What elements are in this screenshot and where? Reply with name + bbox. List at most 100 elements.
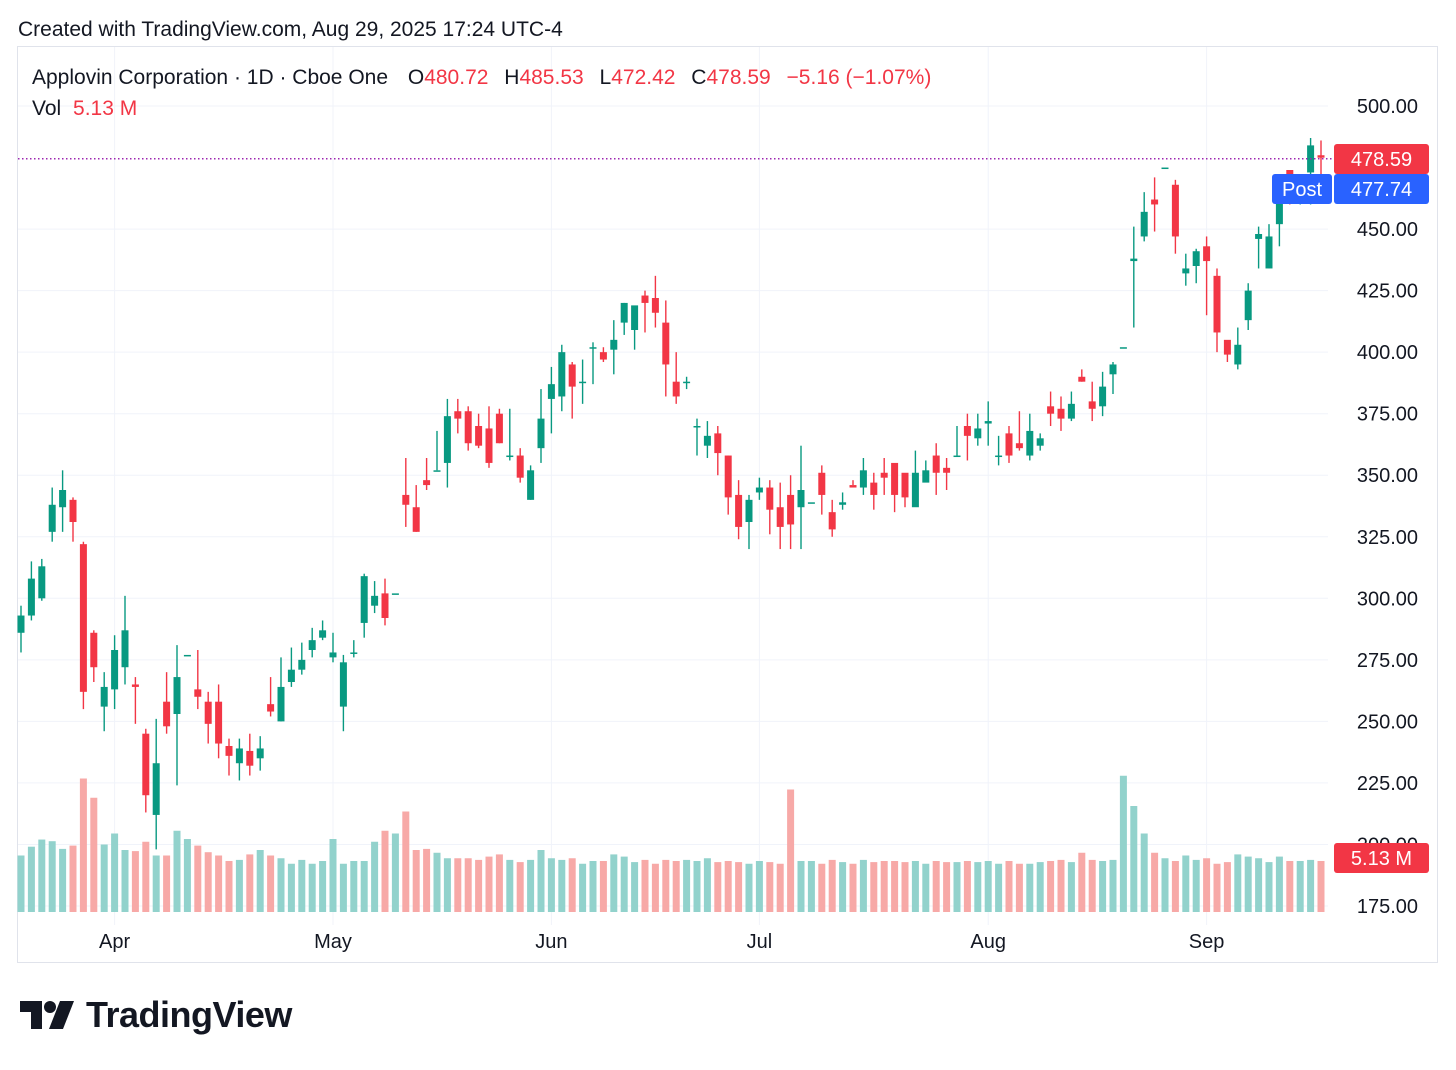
candle-body [1275,199,1283,225]
candle-body [568,364,576,387]
y-tick-label: 325.00 [1357,527,1418,549]
volume-bars [17,775,1325,912]
candle [391,593,399,595]
candle-body [121,630,129,668]
candle-body [391,593,399,595]
candle [215,684,223,759]
candle-body [371,595,379,606]
candle [1005,426,1013,463]
candle [329,632,337,663]
candle-body [745,499,753,522]
candle [579,359,587,404]
candle-body [142,733,150,796]
candle-body [766,487,774,510]
candle [1015,411,1023,451]
candle-body [579,381,587,384]
candle [287,647,295,687]
volume-bar [256,850,264,912]
volume-bar [1078,852,1086,912]
candle [839,492,847,510]
candle-body [839,502,847,505]
brand-name: TradingView [86,994,292,1035]
candle-body [537,418,545,449]
symbol-label: Applovin Corporation · 1D · Cboe One [32,66,389,89]
candle [1203,236,1211,316]
candle [745,494,753,550]
x-tick-label: May [314,931,352,953]
volume-bar [891,861,899,912]
volume-bar [225,861,233,912]
volume-bar [1140,833,1148,912]
candle [371,581,379,614]
candle-body [1015,443,1023,449]
candle-body [225,746,233,756]
volume-bar [1213,863,1221,912]
candle [246,733,254,776]
x-tick-label: Apr [99,931,130,953]
open-label: O [407,66,425,89]
candle-body [1151,199,1159,205]
candle-body [901,472,909,498]
candle [724,455,732,515]
volume-bar [277,858,285,912]
candle [818,465,826,515]
candle [402,458,410,527]
candle [121,595,129,685]
candle [1099,371,1107,417]
candle-body [1119,347,1127,349]
candle-body [558,352,566,397]
volume-bar [1192,859,1200,912]
candle-body [298,659,306,670]
candle-body [953,455,961,458]
volume-bar [90,797,98,912]
candle [589,342,597,385]
volume-bar [1255,858,1263,912]
volume-bar [339,863,347,912]
candle-body [1026,430,1034,456]
candle-body [38,566,46,599]
close-label: C [691,66,707,89]
volume-bar [308,863,316,912]
candle-body [1192,251,1200,266]
candle-body [724,455,732,498]
volume-bar [735,862,743,912]
candle [641,290,649,333]
x-tick-label: Sep [1189,931,1225,953]
volume-bar [131,851,139,912]
candle-body [984,421,992,424]
candle-body [111,650,119,690]
volume-bar [703,858,711,912]
volume-bar [1005,861,1013,912]
candle-body [859,470,867,488]
volume-bar [932,861,940,912]
candle-body [828,512,836,530]
volume-bar [1171,861,1179,912]
candle-body [90,632,98,668]
volume-bar [558,859,566,912]
candle-body [69,499,77,522]
candle-body [662,322,670,365]
candle [1234,327,1242,370]
volume-bar [152,855,160,912]
volume-bar [818,863,826,912]
volume-bar [953,862,961,912]
volume-bar [797,861,805,912]
volume-bar [69,845,77,912]
candle-body [963,426,971,436]
y-axis: 500.00 450.00 425.00 400.00 375.00 350.00 325.… [1357,96,1418,918]
candle-body [683,381,691,384]
candle [412,485,420,532]
candle [17,605,25,653]
volume-bar [1265,862,1273,912]
y-tick-label: 350.00 [1357,465,1418,487]
candle [256,736,264,771]
volume-bar [79,778,87,912]
volume-bar [1234,854,1242,912]
candle-body [235,748,243,764]
volume-bar [350,861,358,912]
candle-body [880,472,888,478]
volume-badge-bg [1334,843,1429,873]
candle [1047,391,1055,426]
candle-body [1067,403,1075,419]
